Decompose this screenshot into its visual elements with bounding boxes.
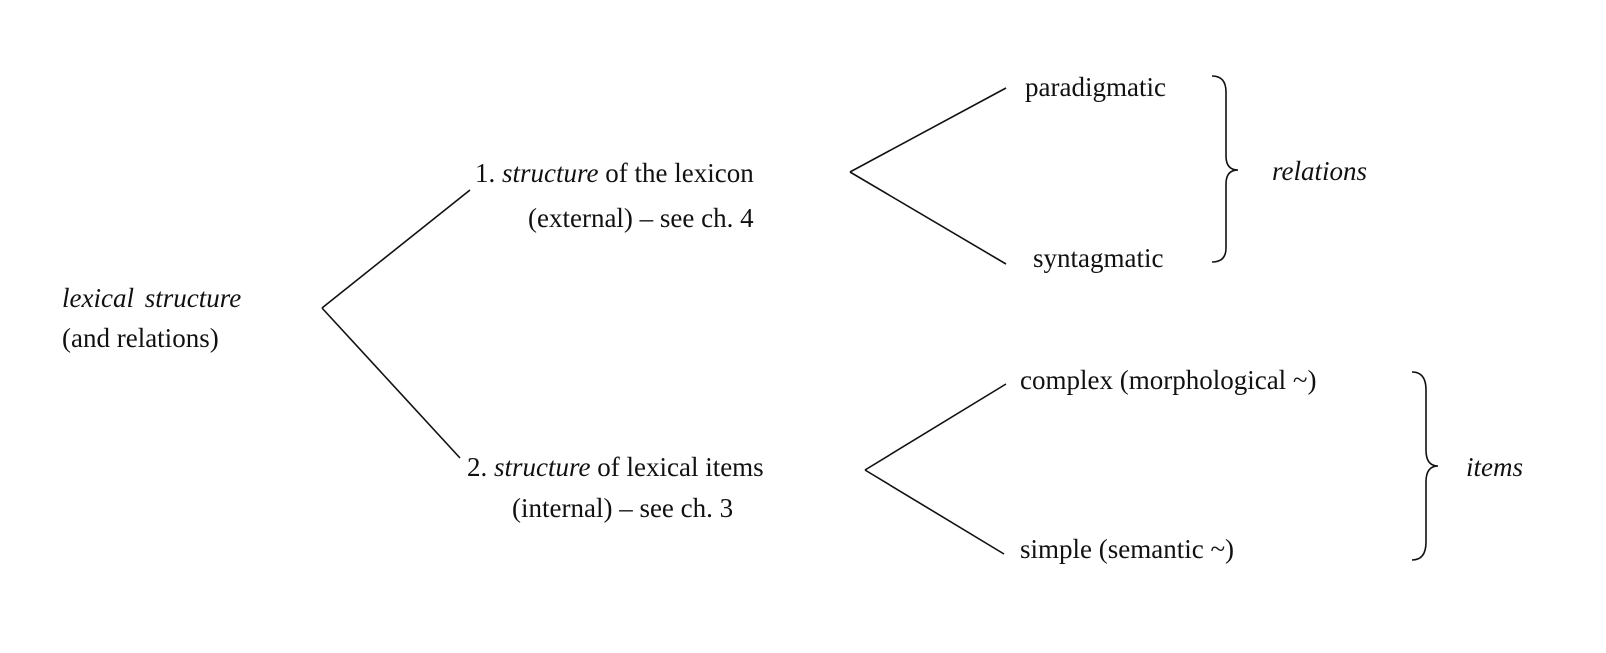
branch-2-title: 2. structure of lexical items <box>467 452 764 482</box>
branch-1-subtitle: (external) – see ch. 4 <box>528 203 754 233</box>
leaf-paradigmatic: paradigmatic <box>1025 72 1166 102</box>
branch-2-subtitle: (internal) – see ch. 3 <box>512 493 734 523</box>
root-node-title: lexical structure <box>62 283 242 313</box>
branch-2-number: 2. <box>467 452 488 482</box>
brace-relations <box>1211 75 1239 263</box>
group-label-relations: relations <box>1272 156 1368 186</box>
edge-root-to-branch-1 <box>321 189 471 309</box>
branch-1-keyword: structure <box>502 158 599 188</box>
branch-2-rest: of lexical items <box>590 452 764 482</box>
leaf-simple: simple (semantic ~) <box>1020 534 1235 564</box>
brace-items <box>1411 371 1439 561</box>
group-label-items: items <box>1466 452 1523 482</box>
branch-1-title: 1. structure of the lexicon <box>475 158 754 188</box>
edge-root-to-branch-2 <box>321 307 461 459</box>
branch-1-rest: of the lexicon <box>598 158 754 188</box>
edge-branch-2-to-complex <box>864 383 1007 471</box>
edge-branch-2-to-simple <box>864 469 1005 555</box>
edge-branch-1-to-paradigmatic <box>849 87 1007 173</box>
edge-branch-1-to-syntagmatic <box>849 171 1007 265</box>
root-node-subtitle: (and relations) <box>62 323 219 353</box>
branch-2-keyword: structure <box>494 452 591 482</box>
leaf-complex: complex (morphological ~) <box>1020 365 1317 395</box>
leaf-syntagmatic: syntagmatic <box>1033 243 1164 273</box>
branch-1-number: 1. <box>475 158 496 188</box>
